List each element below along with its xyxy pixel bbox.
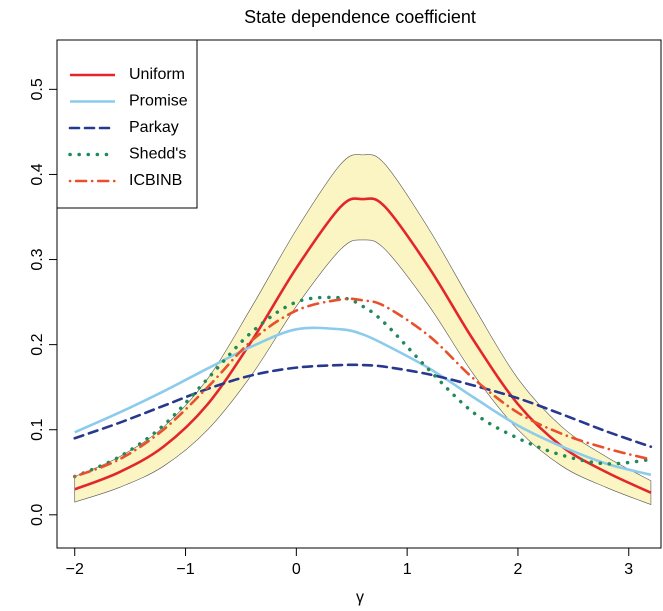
x-tick-label: −2 bbox=[66, 561, 84, 578]
y-tick-label: 0.4 bbox=[29, 163, 46, 185]
x-tick-label: 0 bbox=[292, 561, 301, 578]
y-tick-label: 0.5 bbox=[29, 78, 46, 100]
chart-title: State dependence coefficient bbox=[244, 7, 476, 27]
legend-label: ICBINB bbox=[129, 172, 182, 189]
x-tick-label: 1 bbox=[403, 561, 412, 578]
series-line bbox=[74, 197, 652, 494]
x-tick-label: 3 bbox=[624, 561, 633, 578]
legend-label: Parkay bbox=[129, 119, 179, 136]
y-tick-label: 0.0 bbox=[29, 504, 46, 526]
legend-label: Shedd's bbox=[129, 146, 186, 163]
series-line bbox=[73, 363, 653, 449]
series-line bbox=[73, 297, 653, 478]
x-tick-label: −1 bbox=[176, 561, 194, 578]
y-tick-label: 0.2 bbox=[29, 333, 46, 355]
legend: Uniform Promise Parkay Shedd's ICBINB bbox=[56, 39, 198, 209]
series-line bbox=[72, 295, 653, 479]
series-line bbox=[74, 326, 652, 477]
y-tick-label: 0.1 bbox=[29, 419, 46, 441]
x-tick-label: 2 bbox=[513, 561, 522, 578]
confidence-band bbox=[74, 154, 652, 506]
x-axis-label: γ bbox=[356, 589, 364, 606]
legend-label: Promise bbox=[129, 93, 188, 110]
plot-frame bbox=[56, 39, 662, 549]
legend-label: Uniform bbox=[129, 66, 185, 83]
y-tick-label: 0.3 bbox=[29, 248, 46, 270]
